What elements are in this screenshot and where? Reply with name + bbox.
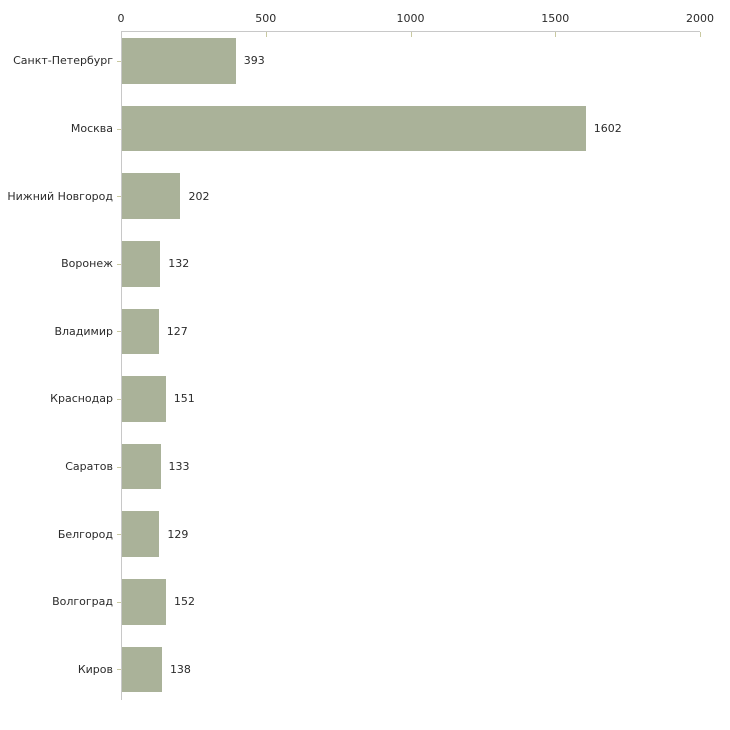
y-axis-tick-mark [117,61,121,62]
bar-value-label: 1602 [593,122,622,136]
bar-4 [122,241,161,287]
y-axis-tick-mark [117,467,121,468]
x-axis-tick-label: 0 [117,12,125,25]
y-axis-category-label: Волгоград [52,595,113,609]
y-axis-category-label: Воронеж [61,257,113,271]
bar-value-label: 133 [168,460,190,474]
x-axis-tick-label: 500 [255,12,277,25]
y-axis-category-label: Санкт-Петербург [13,54,113,68]
bar-5 [122,308,159,355]
y-axis-tick-mark [117,196,121,197]
y-axis-category-label: Нижний Новгород [7,189,113,203]
bar-8 [122,511,160,557]
y-axis-line [121,31,122,700]
bar-1 [122,38,236,84]
x-axis-tick-label: 2000 [686,12,714,25]
bar-2 [122,105,586,152]
x-axis-tick-label: 1500 [541,12,570,25]
bar-value-label: 393 [243,54,265,68]
x-axis-line [121,31,700,32]
y-axis-category-label: Москва [70,122,113,136]
y-axis-tick-mark [117,669,121,670]
y-axis-category-label: Краснодар [50,392,113,406]
y-axis-tick-mark [117,602,121,603]
x-axis-tick-mark [555,32,557,37]
y-axis-category-label: Белгород [57,527,113,541]
bar-3 [122,173,181,219]
bar-6 [122,376,166,422]
x-axis-tick-mark [265,32,267,37]
y-axis-category-label: Саратов [65,460,113,474]
x-axis-tick-mark [410,32,412,37]
y-axis-tick-mark [117,399,121,400]
y-axis-category-label: Киров [77,662,113,676]
bar-value-label: 132 [168,257,190,271]
y-axis-tick-mark [117,534,121,535]
bar-value-label: 151 [173,392,195,406]
y-axis-tick-mark [117,264,121,265]
bar-10 [122,646,162,693]
x-axis-tick-mark [700,32,701,37]
bar-value-label: 127 [166,324,188,338]
bar-value-label: 138 [169,662,191,676]
bar-9 [122,579,166,625]
bar-7 [122,443,161,490]
y-axis-tick-mark [117,331,121,332]
bar-value-label: 202 [188,189,210,203]
y-axis-tick-mark [117,129,121,130]
bar-value-label: 152 [174,595,195,609]
x-axis-tick-label: 1000 [396,12,425,25]
bar-value-label: 129 [167,527,189,541]
y-axis-category-label: Владимир [54,324,113,338]
